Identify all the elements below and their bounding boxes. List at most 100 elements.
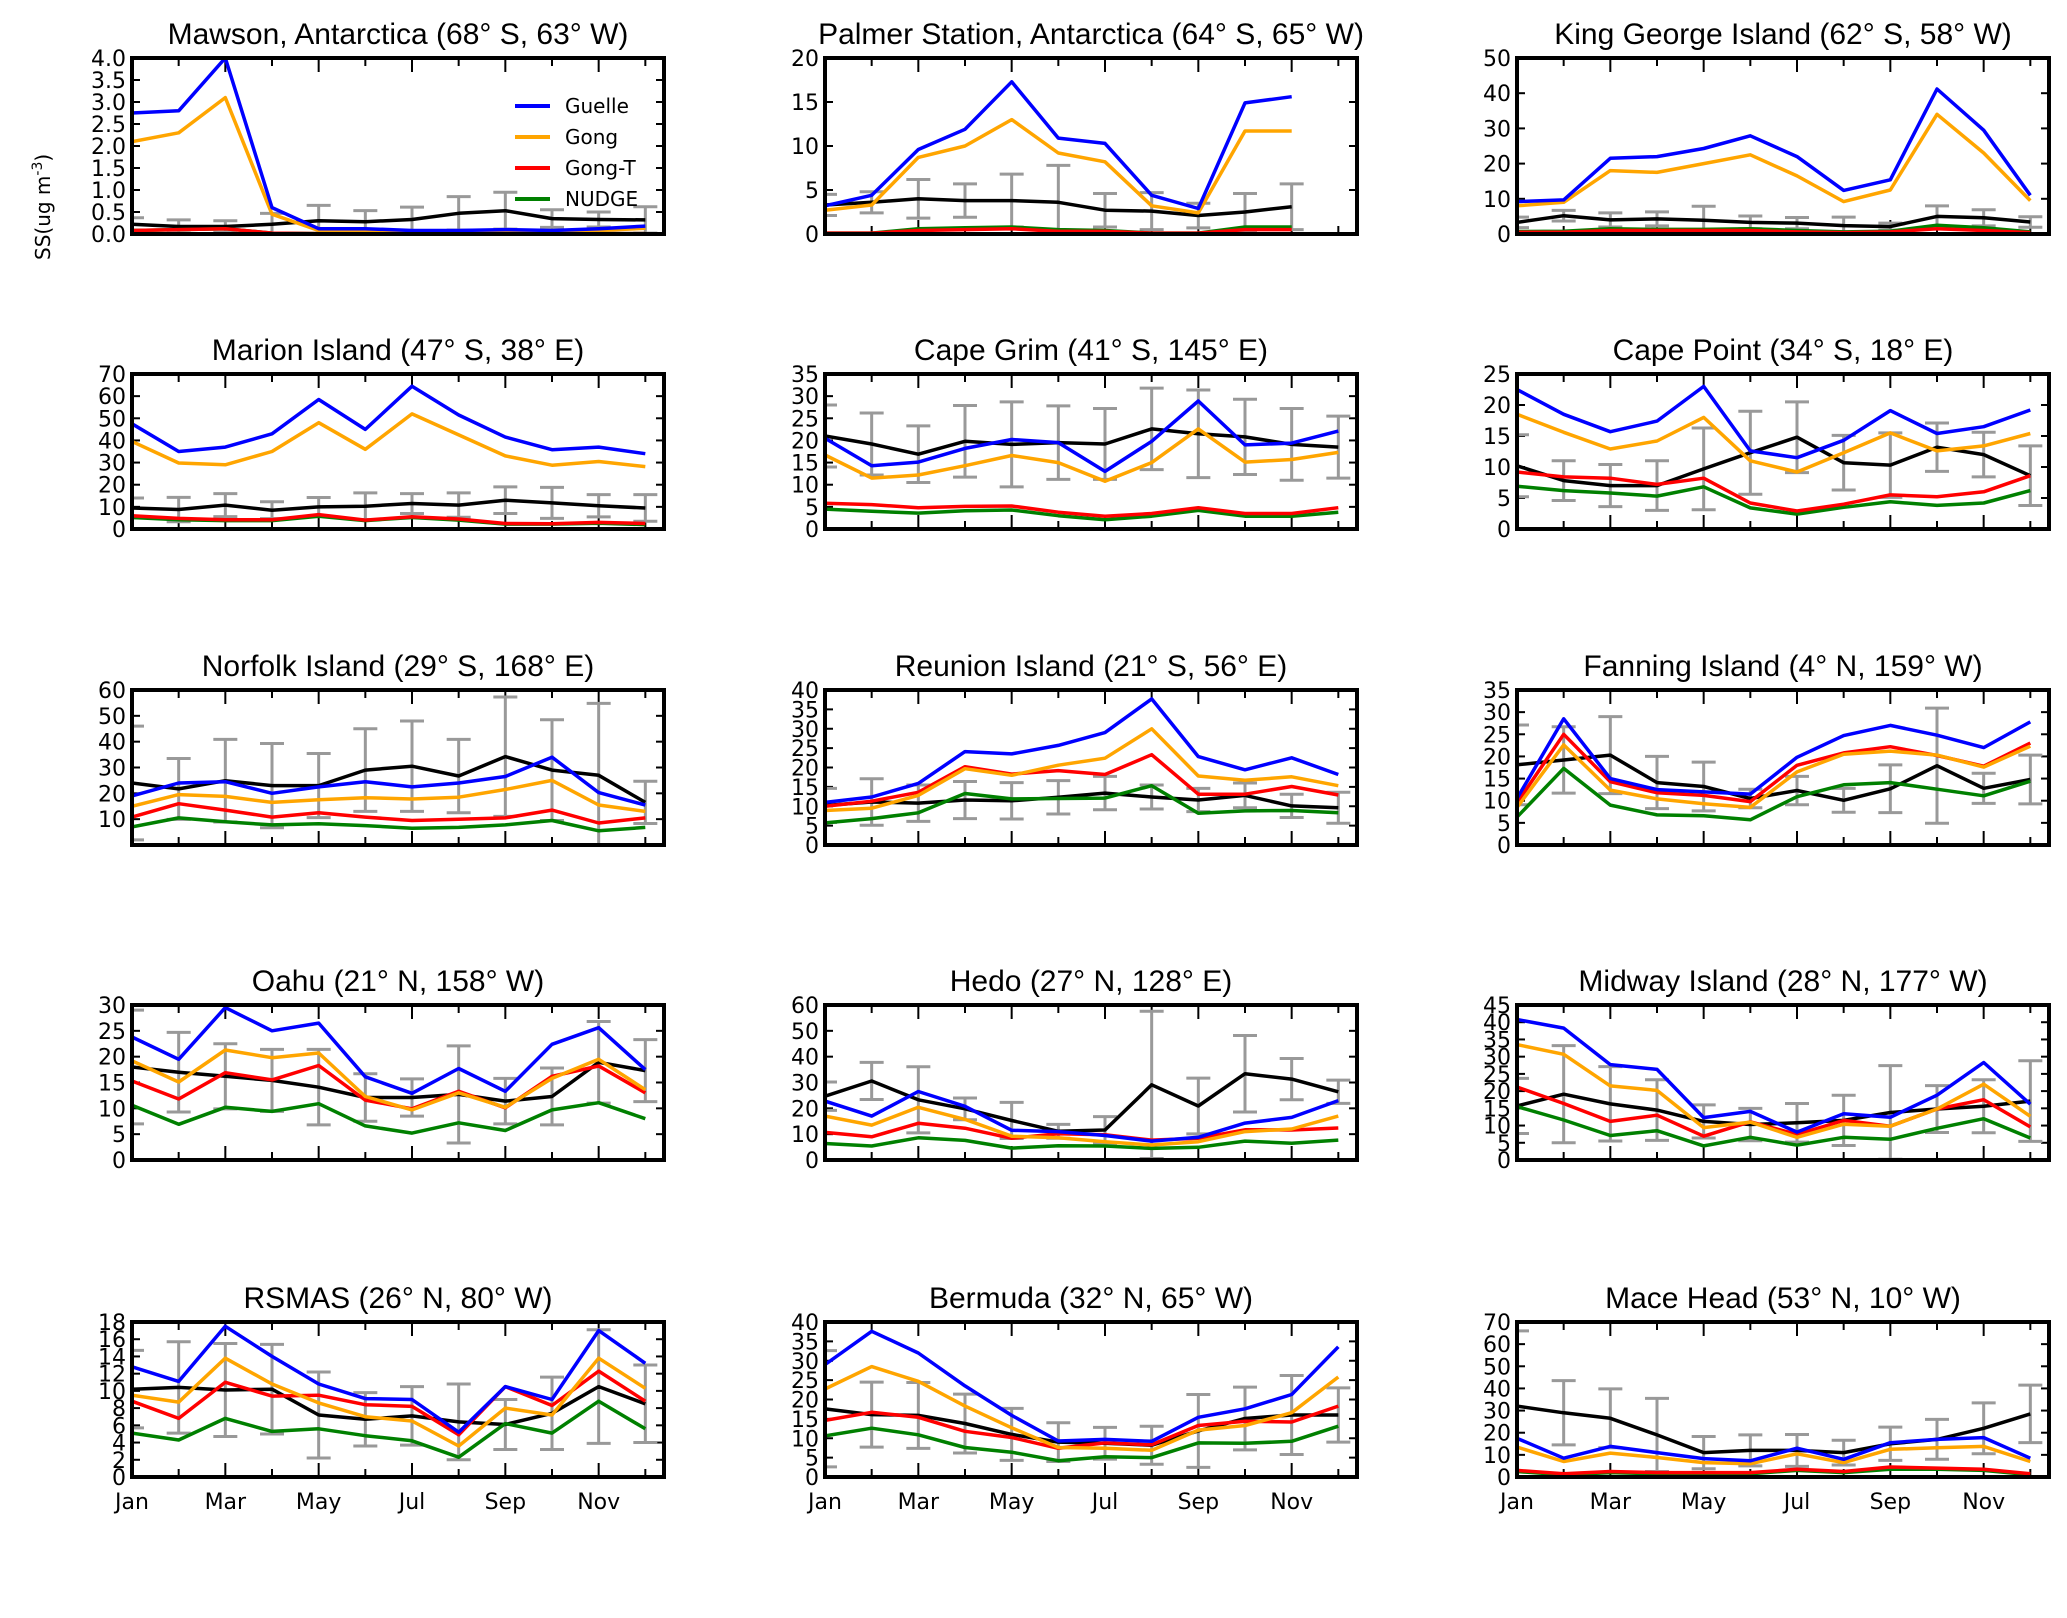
y-tick-label: 16 bbox=[98, 1328, 126, 1353]
y-tick-label: 2.5 bbox=[91, 113, 126, 138]
axes-frame bbox=[823, 372, 1359, 531]
x-tick-label: Jan bbox=[1498, 1490, 1534, 1515]
error-bar bbox=[1326, 1078, 1351, 1105]
y-tick-label: 4.0 bbox=[91, 47, 126, 72]
series-line-gong bbox=[825, 117, 1292, 215]
y-tick-label: 3.0 bbox=[91, 91, 126, 116]
y-tick-label: 30 bbox=[791, 1072, 819, 1097]
panel-8: Reunion Island (21° S, 56° E)05101520253… bbox=[791, 650, 1359, 859]
y-tick-label: 5 bbox=[1497, 487, 1511, 512]
y-tick-label: 10 bbox=[791, 135, 819, 160]
y-tick-label: 45 bbox=[1483, 994, 1511, 1019]
axes-frame bbox=[1515, 56, 2051, 236]
series-line-nudge bbox=[1517, 766, 2031, 822]
y-tick-label: 25 bbox=[791, 407, 819, 432]
y-tick-label: 5 bbox=[805, 815, 819, 840]
y-tick-label: 35 bbox=[1483, 679, 1511, 704]
series-line-guelle bbox=[132, 384, 646, 456]
y-tick-label: 20 bbox=[1483, 1080, 1511, 1105]
panel-title: Cape Grim (41° S, 145° E) bbox=[914, 334, 1268, 367]
series-line-guelle bbox=[132, 58, 646, 233]
y-tick-label: 20 bbox=[791, 429, 819, 454]
y-tick-label: 20 bbox=[98, 1046, 126, 1071]
error-bar bbox=[1517, 723, 1529, 807]
axes-frame bbox=[130, 688, 666, 847]
legend-label: Gong-T bbox=[565, 156, 636, 180]
x-tick-label: May bbox=[1681, 1490, 1726, 1515]
series-line-gong bbox=[1517, 112, 2032, 208]
y-tick-label: 0.0 bbox=[91, 223, 126, 248]
y-tick-label: 5 bbox=[805, 1447, 819, 1472]
y-tick-label: 50 bbox=[1483, 1355, 1511, 1380]
series-line-nudge bbox=[825, 507, 1339, 522]
series-line-guelle bbox=[1517, 717, 2032, 800]
y-tick-label: 15 bbox=[1483, 425, 1511, 450]
axes-frame bbox=[1515, 372, 2051, 531]
y-tick-label: 50 bbox=[98, 407, 126, 432]
y-tick-label: 20 bbox=[791, 1389, 819, 1414]
series-line-nudge bbox=[1517, 1104, 2031, 1148]
series-line-gongt bbox=[1517, 470, 2031, 513]
y-tick-label: 30 bbox=[1483, 1400, 1511, 1425]
series-line-obs bbox=[825, 791, 1339, 810]
x-tick-label: Mar bbox=[205, 1490, 247, 1515]
series-line-nudge bbox=[825, 1136, 1339, 1151]
series-line-nudge bbox=[132, 1399, 647, 1459]
y-tick-label: 30 bbox=[98, 994, 126, 1019]
x-tick-label: Sep bbox=[485, 1490, 526, 1515]
axes-frame bbox=[1515, 688, 2051, 847]
series-line-gong bbox=[132, 778, 646, 814]
y-tick-label: 50 bbox=[1483, 47, 1511, 72]
series-line-guelle bbox=[825, 399, 1339, 474]
y-tick-label: 0 bbox=[112, 1149, 126, 1174]
y-tick-label: 20 bbox=[791, 757, 819, 782]
y-tick-label: 12 bbox=[98, 1363, 126, 1388]
y-tick-label: 30 bbox=[1483, 1046, 1511, 1071]
y-tick-label: 50 bbox=[791, 1020, 819, 1045]
y-tick-label: 20 bbox=[1483, 1422, 1511, 1447]
y-tick-label: 10 bbox=[791, 474, 819, 499]
panel-title: Reunion Island (21° S, 56° E) bbox=[895, 650, 1288, 683]
series-line-nudge bbox=[825, 783, 1339, 825]
series-line-gong bbox=[825, 727, 1339, 813]
y-tick-label: 60 bbox=[1483, 1333, 1511, 1358]
x-tick-label: Jul bbox=[1782, 1490, 1811, 1515]
error-bar bbox=[1326, 414, 1351, 480]
y-tick-label: 30 bbox=[791, 718, 819, 743]
series-line-gongt bbox=[825, 752, 1339, 809]
series-line-obs bbox=[825, 197, 1292, 218]
error-bar bbox=[2018, 1059, 2043, 1143]
x-tick-label: Nov bbox=[1962, 1490, 2005, 1515]
series-line-gong bbox=[132, 412, 646, 469]
series-line-gong bbox=[1517, 1444, 2031, 1466]
y-tick-label: 40 bbox=[791, 1311, 819, 1336]
y-tick-label: 30 bbox=[98, 452, 126, 477]
x-tick-label: May bbox=[296, 1490, 341, 1515]
y-tick-label: 10 bbox=[98, 1380, 126, 1405]
error-bar bbox=[633, 779, 658, 826]
error-bar bbox=[132, 1348, 144, 1430]
y-tick-label: 10 bbox=[98, 1097, 126, 1122]
series-line-guelle bbox=[1517, 1017, 2032, 1134]
y-tick-label: 0 bbox=[805, 223, 819, 248]
series-line-nudge bbox=[1517, 484, 2031, 516]
error-bar bbox=[825, 1349, 837, 1469]
x-tick-label: Jan bbox=[806, 1490, 842, 1515]
y-tick-label: 10 bbox=[791, 1427, 819, 1452]
y-tick-label: 1.0 bbox=[91, 179, 126, 204]
y-tick-label: 5 bbox=[1497, 1132, 1511, 1157]
y-tick-label: 15 bbox=[791, 452, 819, 477]
y-tick-label: 30 bbox=[791, 1350, 819, 1375]
y-tick-label: 5 bbox=[805, 179, 819, 204]
series-line-guelle bbox=[825, 80, 1292, 211]
series-line-gong bbox=[1517, 412, 2031, 474]
error-bar bbox=[825, 192, 837, 218]
y-tick-label: 70 bbox=[98, 363, 126, 388]
y-tick-label: 70 bbox=[1483, 1311, 1511, 1336]
series-line-gong bbox=[1517, 1042, 2032, 1140]
series-line-guelle bbox=[825, 1089, 1339, 1143]
panel-title: Mace Head (53° N, 10° W) bbox=[1605, 1282, 1961, 1315]
y-tick-label: 0 bbox=[1497, 1466, 1511, 1491]
y-tick-label: 10 bbox=[1483, 790, 1511, 815]
